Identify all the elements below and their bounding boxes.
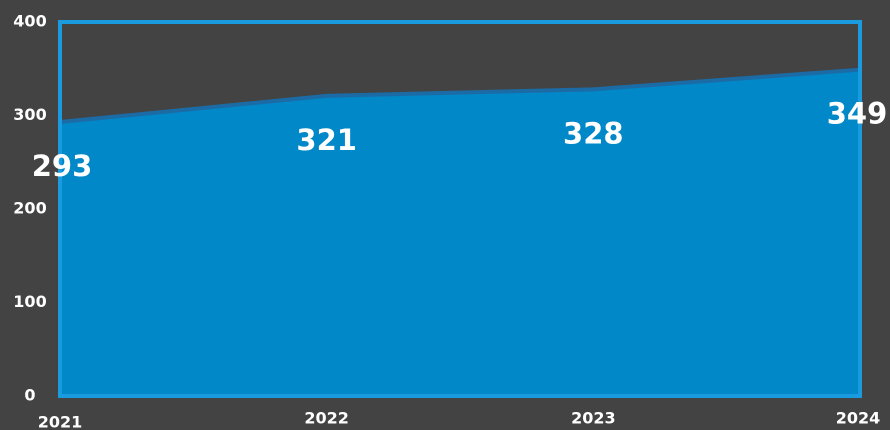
y-tick-label: 400 — [13, 12, 46, 31]
y-tick-label: 200 — [13, 199, 46, 218]
line — [59, 67, 861, 125]
x-tick-label: 2024 — [836, 409, 881, 428]
x-tick-label: 2022 — [304, 409, 349, 428]
value-label: 321 — [296, 123, 357, 157]
plot-border — [58, 20, 862, 398]
x-tick-label: 2023 — [571, 409, 616, 428]
y-tick-label: 300 — [13, 105, 46, 124]
value-label: 349 — [827, 97, 888, 131]
x-tick-label: 2021 — [38, 413, 83, 430]
y-tick-label: 100 — [13, 292, 46, 311]
value-label: 328 — [563, 116, 624, 150]
area — [60, 69, 860, 396]
value-label: 293 — [32, 149, 93, 183]
y-tick-label: 0 — [24, 386, 35, 405]
